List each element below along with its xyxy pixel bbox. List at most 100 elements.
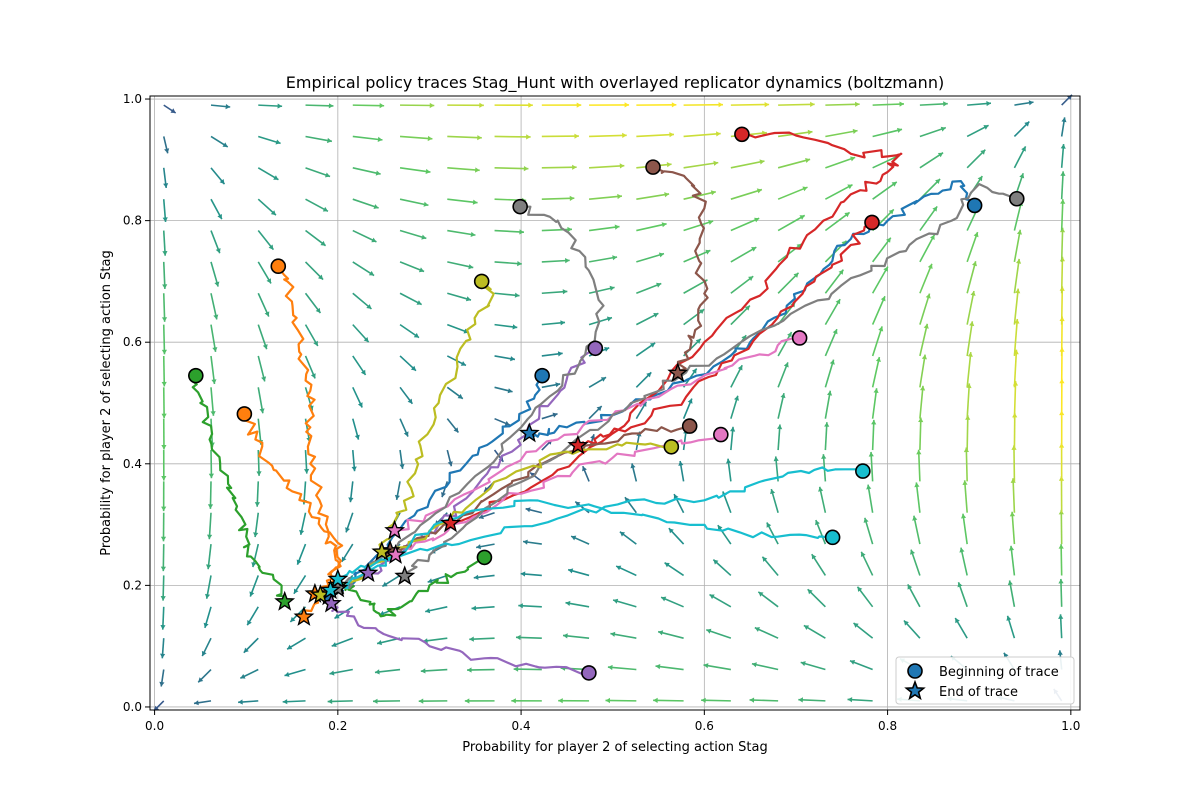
trace-end-marker (274, 590, 296, 611)
trace-line (320, 441, 672, 597)
vector-arrow-head (243, 647, 249, 653)
trace-end-marker (357, 562, 379, 583)
vector-arrow (730, 188, 763, 200)
vector-arrow (919, 152, 944, 169)
vector-arrow-head (935, 179, 941, 184)
vector-arrow (399, 167, 431, 173)
vector-arrow-head (606, 316, 612, 322)
vector-arrow-head (161, 506, 167, 512)
vector-arrow-head (914, 482, 920, 488)
vector-arrow (494, 229, 525, 233)
vector-arrow (966, 383, 971, 419)
legend: Beginning of trace End of trace (895, 656, 1075, 705)
vector-arrow-head (467, 667, 472, 673)
vector-arrow-head (1010, 478, 1016, 483)
vector-arrow (864, 517, 874, 545)
vector-arrow (798, 698, 826, 702)
vector-arrow-head (213, 314, 219, 320)
vector-arrow-head (661, 596, 667, 602)
vector-arrow-head (161, 349, 167, 355)
vector-arrow (541, 166, 577, 169)
vector-arrow-head (800, 661, 806, 667)
vector-arrow-head (161, 445, 167, 450)
vector-arrow (209, 481, 212, 509)
trace-start-marker (824, 529, 841, 546)
trace-line (389, 425, 690, 552)
vector-arrow-head (421, 234, 427, 240)
vector-arrow-head (737, 365, 743, 371)
vector-arrow-head (713, 559, 719, 565)
vector-arrow-head (287, 644, 293, 650)
vector-arrow-head (783, 362, 789, 368)
vector-arrow-head (471, 605, 477, 611)
vector-field (153, 94, 1073, 712)
trace-end-marker (319, 579, 342, 600)
vector-arrow-head (299, 529, 305, 535)
vector-arrow-head (208, 473, 214, 479)
vector-arrow-head (516, 634, 521, 641)
vector-arrow (730, 217, 760, 232)
vector-arrow-head (275, 139, 281, 145)
vector-arrow-head (1016, 258, 1022, 264)
vector-arrow-head (518, 603, 523, 609)
vector-arrow-head (863, 517, 869, 523)
vector-arrow-head (961, 513, 967, 519)
trace-start-marker (713, 426, 729, 443)
vector-arrow (1013, 318, 1019, 357)
vector-arrow-head (857, 586, 863, 592)
vector-arrow-head (552, 412, 558, 418)
trace-line (330, 602, 590, 676)
vector-arrow-head (222, 142, 228, 147)
y-tick-label: 0.6 (123, 335, 142, 349)
vector-arrow-head (937, 152, 944, 158)
trace-line (577, 221, 873, 448)
vector-arrow-head (962, 480, 968, 485)
vector-arrow-head (835, 299, 841, 305)
vector-arrow-head (751, 662, 757, 668)
y-tick-label: 0.4 (123, 457, 142, 471)
vector-arrow-head (691, 368, 697, 374)
vector-arrow-head (582, 466, 587, 472)
trace-line (402, 183, 1018, 577)
vector-arrow-head (416, 300, 422, 305)
trace-line (528, 180, 976, 438)
x-axis-label: Probability for player 2 of selecting ac… (462, 740, 768, 755)
vector-arrow (824, 298, 841, 326)
vector-arrow-head (829, 359, 835, 365)
vector-arrow-head (600, 377, 606, 382)
vector-arrow-head (357, 402, 363, 408)
vector-arrow (871, 326, 883, 357)
vector-arrow-head (215, 248, 221, 254)
vector-arrow-head (718, 102, 723, 108)
vector-arrow-head (973, 232, 979, 238)
vector-arrow-head (170, 108, 176, 113)
vector-arrow-head (477, 135, 482, 141)
vector-arrow-head (671, 102, 677, 108)
vector-arrow (447, 167, 480, 172)
vector-arrow-head (328, 103, 334, 109)
vector-arrow-head (207, 534, 213, 540)
vector-arrow-head (807, 129, 813, 135)
x-tick-label: 0.6 (695, 719, 714, 733)
vector-arrow-head (273, 175, 279, 180)
vector-arrow (683, 132, 721, 138)
vector-arrow (919, 293, 931, 325)
vector-arrow-head (980, 149, 986, 155)
vector-arrow-head (161, 317, 168, 322)
vector-arrow-head (399, 464, 405, 469)
vector-arrow-head (943, 101, 948, 107)
vector-arrow-head (162, 251, 168, 256)
vector-arrow-head (261, 376, 267, 382)
trace-end-marker (384, 519, 406, 540)
vector-arrow-head (225, 104, 231, 110)
vector-arrow-head (853, 623, 859, 628)
vector-arrow-head (780, 393, 786, 399)
vector-arrow-head (1061, 117, 1067, 123)
vector-arrow-head (766, 522, 772, 528)
vector-arrow (730, 103, 770, 106)
vector-arrow-head (749, 697, 755, 703)
vector-arrow-head (354, 434, 360, 440)
vector-arrow-head (850, 660, 856, 665)
vector-arrow-head (429, 102, 435, 109)
vector-arrow-head (1058, 578, 1064, 584)
